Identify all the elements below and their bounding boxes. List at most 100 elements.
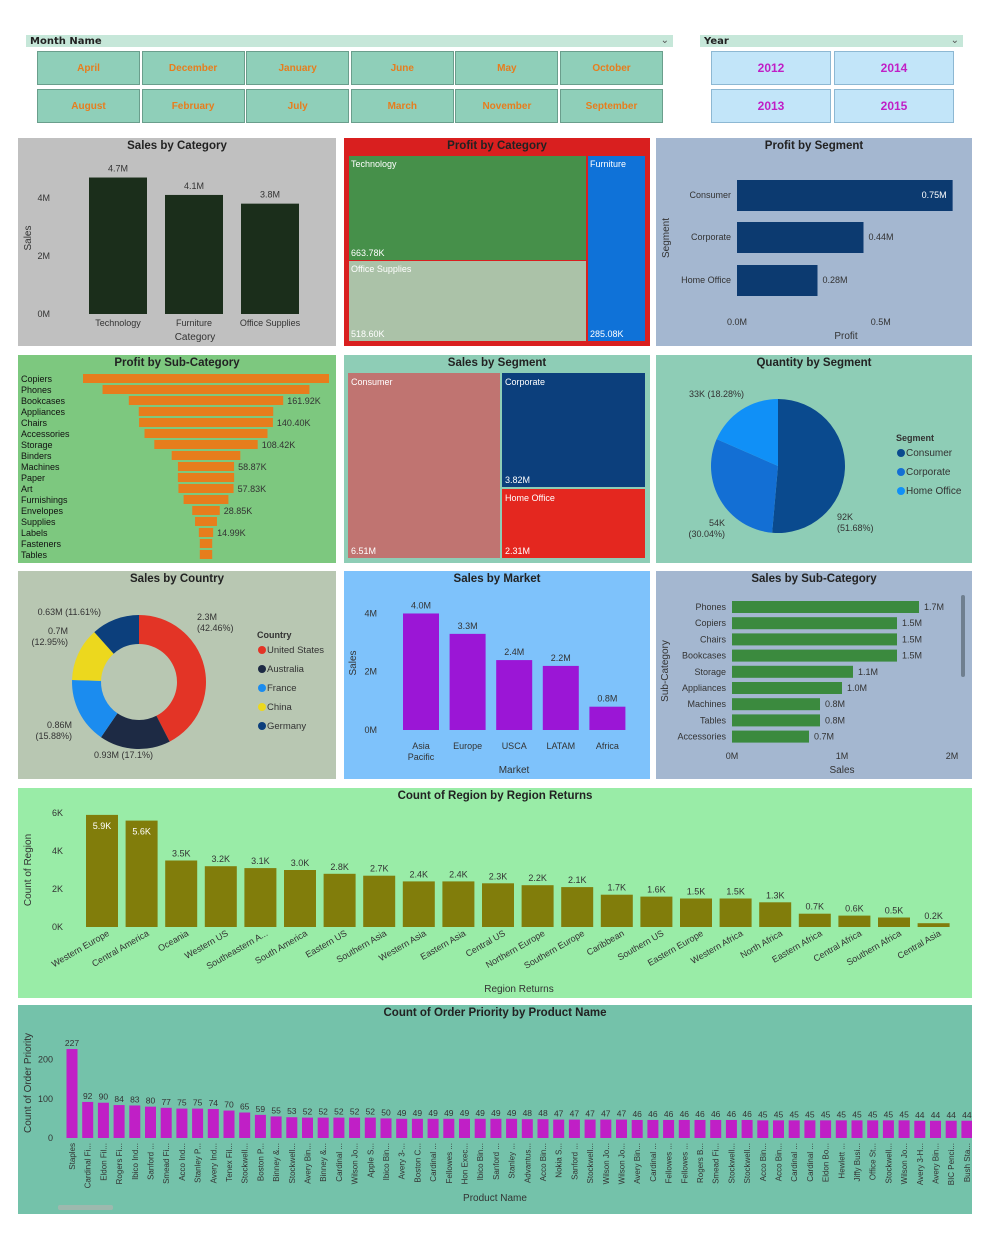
bar xyxy=(640,896,673,927)
data-label: 0.28M xyxy=(823,275,848,285)
bar xyxy=(737,180,953,211)
treemap-value: 663.78K xyxy=(351,248,385,258)
bar xyxy=(86,814,118,927)
treemap-cell xyxy=(349,261,586,341)
legend-marker xyxy=(258,665,266,673)
month-button-june[interactable]: June xyxy=(350,51,454,85)
bar xyxy=(496,660,533,730)
x-tick-label: Eldon Bo... xyxy=(822,1143,831,1182)
funnel-bar xyxy=(144,429,268,438)
funnel-bar xyxy=(178,484,234,493)
x-tick-label: Cardinal ... xyxy=(806,1143,815,1182)
category-label: Paper xyxy=(21,473,45,483)
data-label: 90 xyxy=(99,1092,109,1102)
data-label: 45 xyxy=(789,1109,799,1119)
bar xyxy=(284,870,316,927)
data-label: (12.95%) xyxy=(31,637,68,647)
x-axis-label: Category xyxy=(175,332,216,343)
funnel-bar xyxy=(128,396,284,405)
x-tick-label: Jiffy Busi... xyxy=(853,1143,862,1182)
y-tick-label: 2M xyxy=(37,251,50,261)
x-tick-label: LATAM xyxy=(546,741,575,751)
month-button-august[interactable]: August xyxy=(37,89,140,123)
data-label: 2.3M xyxy=(197,612,217,622)
treemap-cell xyxy=(349,156,586,260)
bar xyxy=(459,1118,470,1138)
bar xyxy=(732,682,842,694)
y-tick-label: 100 xyxy=(38,1094,53,1104)
month-button-february[interactable]: February xyxy=(141,89,245,123)
bar xyxy=(589,706,626,730)
data-label: 75 xyxy=(193,1098,203,1108)
x-tick-label: Technology xyxy=(95,318,141,328)
data-label: 140.40K xyxy=(277,418,311,428)
bar xyxy=(773,1120,784,1138)
data-label: 45 xyxy=(884,1109,894,1119)
x-tick-label: Ibico Bin... xyxy=(382,1143,391,1180)
funnel-bar xyxy=(171,451,241,460)
month-button-may[interactable]: May xyxy=(455,51,559,85)
funnel-bar xyxy=(177,462,235,471)
order-priority-panel: Count of Order Priority by Product Name … xyxy=(18,1005,972,1214)
chevron-down-icon[interactable]: ⌄ xyxy=(660,35,669,46)
legend-label: Consumer xyxy=(906,448,953,459)
x-tick-label: Fellowes ... xyxy=(680,1143,689,1183)
data-label: 0.93M (17.1%) xyxy=(94,750,153,760)
data-label: 57.83K xyxy=(238,484,267,494)
data-label: 2.4K xyxy=(410,869,429,879)
bar xyxy=(207,1108,219,1138)
x-tick-label: Africa xyxy=(596,741,619,751)
x-tick-label: Rogers Fi... xyxy=(115,1143,124,1184)
legend-title: Segment xyxy=(896,433,934,443)
legend-label: Corporate xyxy=(906,467,951,478)
y-axis-label: Sales xyxy=(348,650,359,675)
x-tick-label: Boston P... xyxy=(256,1143,265,1181)
x-tick-label: Eldon Fil... xyxy=(99,1143,108,1181)
data-label: 52 xyxy=(318,1107,328,1117)
category-label: Labels xyxy=(21,528,48,538)
y-tick-label: 0M xyxy=(364,725,377,735)
data-label: 55 xyxy=(271,1105,281,1115)
y-tick-label: Home Office xyxy=(681,275,731,285)
data-label: 54K xyxy=(709,518,725,528)
x-tick-label: Asia xyxy=(412,741,430,751)
y-axis-label: Count of Order Priority xyxy=(23,1033,34,1133)
data-label: 4.0M xyxy=(411,600,431,610)
chart-title: Sales by Segment xyxy=(447,357,547,369)
month-button-april[interactable]: April xyxy=(37,51,140,85)
bar xyxy=(349,1117,361,1138)
legend-label: Home Office xyxy=(906,486,962,497)
sales-by-subcategory-panel: Sales by Sub-Category Phones 1.7M Copiers 1… xyxy=(656,571,972,779)
month-button-march[interactable]: March xyxy=(350,89,454,123)
month-button-december[interactable]: December xyxy=(141,51,245,85)
bar xyxy=(443,1118,455,1138)
bar xyxy=(600,894,633,927)
year-button-2015[interactable]: 2015 xyxy=(834,89,954,123)
year-button-2012[interactable]: 2012 xyxy=(711,51,831,85)
bar xyxy=(561,887,594,927)
year-slicer-title: Year xyxy=(704,36,729,47)
bar xyxy=(302,1117,313,1138)
month-slicer-title: Month Name xyxy=(30,36,102,47)
month-button-january[interactable]: January xyxy=(246,51,350,85)
data-label: 49 xyxy=(460,1108,470,1118)
funnel-bar xyxy=(83,374,329,383)
bar xyxy=(176,1108,188,1138)
chevron-down-icon[interactable]: ⌄ xyxy=(950,35,959,46)
bar xyxy=(165,194,223,314)
bar xyxy=(449,633,486,730)
category-label: Furnishings xyxy=(21,495,68,505)
month-button-september[interactable]: September xyxy=(560,89,663,123)
data-label: (15.88%) xyxy=(35,731,72,741)
year-button-2013[interactable]: 2013 xyxy=(711,89,831,123)
year-button-2014[interactable]: 2014 xyxy=(834,51,954,85)
month-button-july[interactable]: July xyxy=(246,89,350,123)
x-tick-label: Stanley P... xyxy=(194,1143,203,1183)
x-tick-label: Smead Fi... xyxy=(712,1143,721,1184)
month-button-october[interactable]: October xyxy=(560,51,663,85)
chart-title: Count of Order Priority by Product Name xyxy=(383,1007,607,1019)
x-tick-label: Avery Bin... xyxy=(633,1143,642,1184)
data-label: 45 xyxy=(899,1109,909,1119)
month-button-november[interactable]: November xyxy=(455,89,559,123)
donut-slice xyxy=(72,632,114,681)
